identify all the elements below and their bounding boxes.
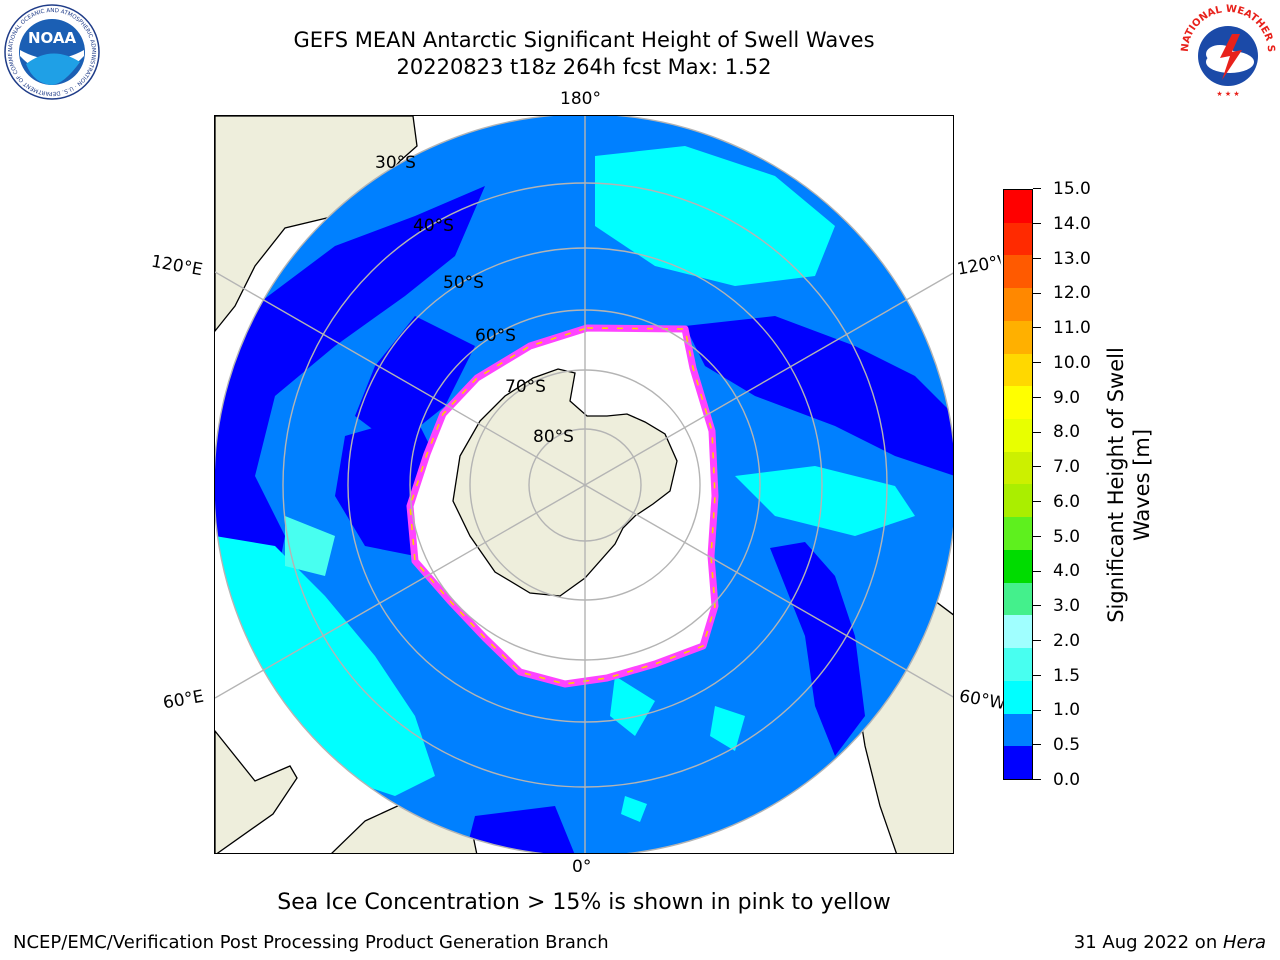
noaa-logo-text: NOAA	[28, 29, 77, 47]
lon-label-60w: 60°W	[957, 686, 1005, 714]
lon-label-120w: 120°W	[955, 252, 1003, 280]
colorbar-tick-label: 5.0	[1053, 526, 1081, 547]
colorbar-segment	[1004, 582, 1032, 616]
colorbar-tick-label: 4.0	[1053, 561, 1081, 582]
footer-host: Hera	[1222, 932, 1266, 953]
colorbar-tick-label: 10.0	[1053, 352, 1091, 373]
lat-label-30s: 30°S	[375, 153, 416, 173]
colorbar-tick-label: 13.0	[1053, 248, 1091, 269]
lat-label-80s: 80°S	[533, 427, 574, 447]
footer-date: 31 Aug 2022 on Hera	[1074, 932, 1266, 953]
colorbar-segment	[1004, 648, 1032, 681]
colorbar-segment	[1004, 713, 1032, 747]
colorbar-tick-label: 14.0	[1053, 213, 1091, 234]
sea-ice-note: Sea Ice Concentration > 15% is shown in …	[277, 890, 891, 915]
colorbar-tick-label: 9.0	[1053, 387, 1081, 408]
colorbar-label-line1: Significant Height of Swell	[1104, 347, 1128, 623]
colorbar-tick-label: 1.5	[1053, 665, 1081, 686]
colorbar-tick-label: 0.0	[1053, 770, 1081, 790]
antarctica	[452, 368, 678, 597]
colorbar-segment	[1004, 451, 1032, 485]
colorbar-segment	[1004, 288, 1032, 321]
colorbar-label-line2: Waves [m]	[1130, 428, 1154, 542]
colorbar-segment	[1004, 222, 1032, 256]
colorbar-segment	[1004, 386, 1032, 420]
lon-label-60e: 60°E	[161, 686, 206, 714]
colorbar-segment	[1004, 746, 1032, 779]
colorbar-tick-label: 15.0	[1053, 179, 1091, 199]
colorbar-segment	[1004, 419, 1032, 452]
map-title: GEFS MEAN Antarctic Significant Height o…	[293, 28, 875, 52]
colorbar-tick-label: 1.0	[1053, 700, 1081, 721]
lon-label-180: 180°	[560, 89, 601, 109]
colorbar-segment	[1004, 680, 1032, 714]
noaa-logo: NATIONAL OCEANIC AND ATMOSPHERIC ADMINIS…	[4, 4, 100, 100]
colorbar-tick-label: 12.0	[1053, 283, 1091, 304]
lon-label-0: 0°	[572, 857, 592, 877]
colorbar-tick-label: 6.0	[1053, 491, 1081, 512]
lon-label-120e: 120°E	[149, 251, 205, 281]
footer-date-text: 31 Aug 2022 on	[1073, 932, 1223, 953]
lat-label-50s: 50°S	[443, 273, 484, 293]
graticule	[215, 116, 953, 853]
colorbar-segment	[1004, 255, 1032, 289]
map-subtitle: 20220823 t18z 264h fcst Max: 1.52	[396, 55, 772, 79]
colorbar-tick-label: 8.0	[1053, 422, 1081, 443]
colorbar-segment	[1004, 320, 1032, 354]
lat-label-70s: 70°S	[505, 377, 546, 397]
colorbar-tick-label: 7.0	[1053, 457, 1081, 478]
colorbar-segment	[1004, 517, 1032, 550]
colorbar-segment	[1004, 484, 1032, 518]
colorbar-segment	[1004, 549, 1032, 583]
colorbar-label: Significant Height of Swell Waves [m]	[1103, 347, 1155, 623]
lat-label-60s: 60°S	[475, 326, 516, 346]
colorbar-tick-label: 11.0	[1053, 318, 1091, 339]
colorbar-segment	[1004, 190, 1032, 223]
svg-text:★ ★ ★: ★ ★ ★	[1216, 90, 1239, 98]
colorbar-tick-label: 2.0	[1053, 630, 1081, 651]
colorbar	[1003, 189, 1033, 780]
footer-credit: NCEP/EMC/Verification Post Processing Pr…	[13, 932, 609, 953]
colorbar-tick-label: 0.5	[1053, 735, 1081, 756]
lat-label-40s: 40°S	[413, 216, 454, 236]
colorbar-segment	[1004, 615, 1032, 649]
colorbar-segment	[1004, 353, 1032, 387]
polar-map: 30°S 40°S 50°S 60°S 70°S 80°S	[214, 115, 954, 854]
colorbar-tick-label: 3.0	[1053, 596, 1081, 617]
nws-logo: NATIONAL WEATHER SERVICE ★ ★ ★	[1180, 4, 1276, 98]
